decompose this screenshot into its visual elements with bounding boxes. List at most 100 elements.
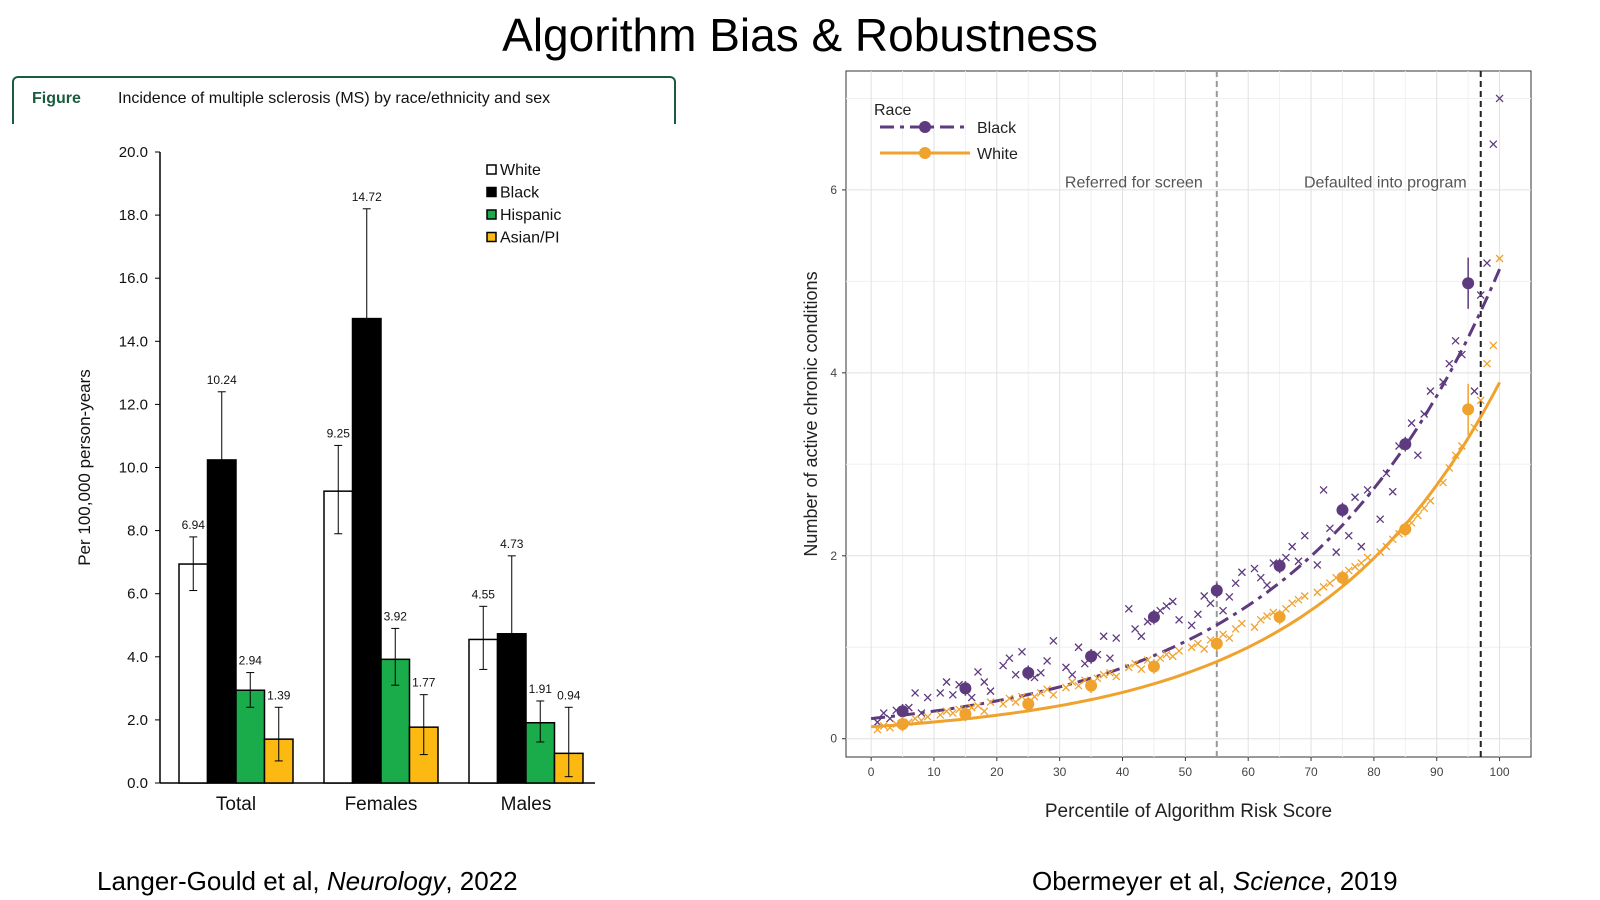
percentile-point <box>1225 634 1234 643</box>
percentile-point <box>1011 670 1020 679</box>
legend-marker <box>919 147 931 159</box>
percentile-point <box>1049 636 1058 645</box>
percentile-point <box>1080 659 1089 668</box>
percentile-point <box>1105 668 1114 677</box>
percentile-point <box>1219 606 1228 615</box>
x-tick-label: 90 <box>1430 765 1444 779</box>
percentile-point <box>1300 531 1309 540</box>
percentile-point <box>1187 643 1196 652</box>
percentile-point <box>1187 621 1196 630</box>
legend-label: White <box>500 162 541 179</box>
percentile-point <box>1281 604 1290 613</box>
threshold-annotation: Defaulted into program <box>1304 174 1467 191</box>
percentile-point <box>942 707 951 716</box>
percentile-point <box>1351 493 1359 502</box>
percentile-point <box>1495 94 1504 103</box>
figure-tag: Figure <box>32 90 81 107</box>
percentile-point <box>1225 592 1234 601</box>
percentile-point <box>1043 657 1052 665</box>
percentile-point <box>1256 573 1265 582</box>
data-label: 4.55 <box>472 587 496 601</box>
percentile-point <box>1489 140 1498 149</box>
legend-swatch <box>486 186 497 198</box>
decile-mean-point <box>1462 277 1475 290</box>
caption-right: Obermeyer et al, Science, 2019 <box>1032 866 1398 897</box>
percentile-point <box>911 714 920 723</box>
percentile-point <box>1281 553 1290 562</box>
percentile-point <box>1319 582 1328 591</box>
legend-swatch <box>486 164 497 175</box>
caption-right-journal: Science <box>1232 866 1326 896</box>
percentile-point <box>1263 581 1272 590</box>
percentile-point <box>1344 531 1353 540</box>
percentile-point <box>936 689 945 697</box>
slide-title: Algorithm Bias & Robustness <box>502 9 1098 61</box>
percentile-point <box>1200 592 1209 600</box>
decile-mean-point <box>1399 523 1412 536</box>
x-tick-label: 10 <box>927 765 941 779</box>
threshold-annotation: Referred for screen <box>1065 174 1203 191</box>
data-label: 1.91 <box>529 682 553 696</box>
percentile-point <box>1476 291 1485 300</box>
percentile-point <box>1250 564 1259 573</box>
decile-mean-point <box>959 682 972 695</box>
caption-left-year: , 2022 <box>445 866 518 896</box>
percentile-point <box>1061 663 1070 672</box>
data-label: 10.24 <box>207 373 237 387</box>
percentile-point <box>1294 595 1303 604</box>
percentile-point <box>1131 659 1140 668</box>
percentile-point <box>986 698 995 707</box>
bar-white-total <box>178 563 209 784</box>
y-tick-label: 2.0 <box>127 712 148 729</box>
percentile-point <box>974 701 982 710</box>
decile-mean-point <box>1210 637 1223 650</box>
percentile-point <box>980 707 989 716</box>
percentile-point <box>1426 387 1435 396</box>
decile-mean-point <box>1336 504 1349 517</box>
y-tick-label: 0 <box>830 732 837 746</box>
percentile-point <box>1288 599 1297 608</box>
legend-label: Asian/PI <box>500 230 560 247</box>
decile-mean-point <box>1336 571 1349 584</box>
percentile-point <box>1495 254 1504 263</box>
data-label: 9.25 <box>327 426 351 440</box>
legend-title: Race <box>874 102 911 119</box>
percentile-point <box>1451 336 1460 345</box>
x-tick-label: 20 <box>990 765 1004 779</box>
percentile-point <box>1036 689 1045 697</box>
percentile-point <box>999 661 1008 670</box>
percentile-point <box>1112 672 1121 681</box>
y-tick-label: 18.0 <box>119 207 148 224</box>
percentile-point <box>1319 485 1328 494</box>
percentile-point <box>974 667 982 676</box>
decile-mean-point <box>1273 611 1286 624</box>
percentile-point <box>923 693 932 702</box>
percentile-point <box>1313 560 1322 569</box>
plot-panel <box>845 70 1532 758</box>
percentile-point <box>1005 654 1014 663</box>
percentile-point <box>1018 647 1026 656</box>
x-tick-label: 80 <box>1367 765 1381 779</box>
percentile-point <box>1068 670 1077 679</box>
percentile-point <box>1175 615 1184 624</box>
figure-header: Figure Incidence of multiple sclerosis (… <box>12 76 676 124</box>
percentile-point <box>1074 643 1083 652</box>
percentile-point <box>1061 683 1070 692</box>
percentile-point <box>1030 692 1039 701</box>
percentile-point <box>1131 624 1140 633</box>
x-category-label: Males <box>501 794 552 815</box>
percentile-point <box>1325 524 1334 533</box>
percentile-point <box>1200 645 1209 654</box>
percentile-point <box>1250 623 1259 632</box>
percentile-point <box>1407 419 1416 428</box>
percentile-point <box>1043 685 1052 694</box>
percentile-point <box>1124 663 1133 672</box>
caption-left: Langer-Gould et al, Neurology, 2022 <box>97 866 518 897</box>
percentile-point <box>1193 610 1202 619</box>
y-axis-label: Per 100,000 person-years <box>75 369 94 566</box>
decile-mean-point <box>1022 697 1035 710</box>
data-label: 1.39 <box>267 688 291 702</box>
percentile-point <box>1124 604 1133 613</box>
percentile-point <box>1219 630 1228 639</box>
data-label: 2.94 <box>239 654 263 668</box>
